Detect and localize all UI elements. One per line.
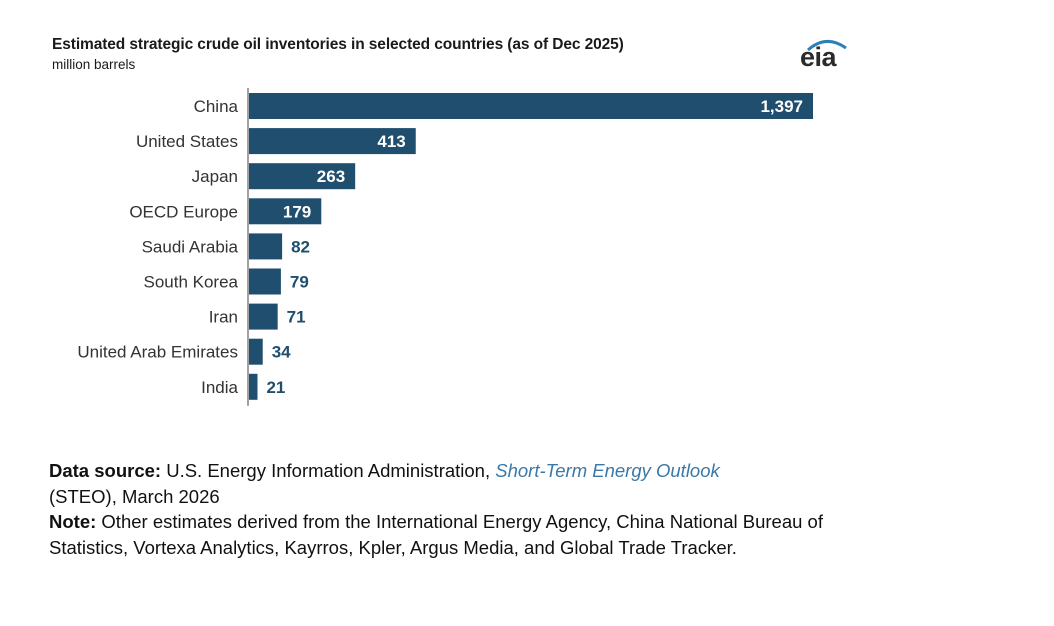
bar	[249, 338, 263, 365]
logo-text: eia	[800, 42, 837, 72]
value-label: 34	[272, 343, 291, 362]
value-label: 21	[266, 378, 285, 397]
value-label: 79	[290, 273, 309, 292]
bar	[249, 163, 356, 190]
value-label: 71	[287, 308, 306, 327]
category-label: China	[194, 97, 239, 116]
bar	[249, 93, 813, 119]
value-label: 263	[317, 167, 345, 186]
category-label: United Arab Emirates	[77, 343, 238, 362]
eia-logo: eia	[800, 36, 852, 76]
logo-arc-icon	[807, 40, 847, 52]
category-label: South Korea	[143, 273, 238, 292]
category-label: Iran	[209, 308, 238, 327]
bar-plot: China 1,397 United States 413 Japan 263 OECD E…	[77, 88, 813, 406]
bar	[249, 303, 278, 330]
data-source-text: U.S. Energy Information Administration,	[166, 460, 491, 481]
value-label: 1,397	[760, 97, 803, 116]
category-label: Saudi Arabia	[142, 237, 239, 256]
bar	[249, 233, 283, 260]
note-label: Note:	[49, 511, 97, 532]
data-source-tail: (STEO), March 2026	[49, 485, 220, 507]
category-label: United States	[136, 132, 238, 151]
value-label: 82	[291, 237, 310, 256]
bar	[249, 198, 322, 225]
chart-subtitle: million barrels	[52, 57, 136, 72]
category-label: Japan	[192, 167, 238, 186]
bar	[249, 128, 416, 155]
note-text: Other estimates derived from the Interna…	[49, 511, 823, 558]
value-label: 413	[377, 132, 405, 151]
data-source-line: Data source: U.S. Energy Information Adm…	[49, 458, 869, 509]
note-line: Note: Other estimates derived from the I…	[49, 509, 869, 560]
footnote: Data source: U.S. Energy Information Adm…	[49, 458, 869, 560]
data-source-label: Data source:	[49, 460, 162, 481]
value-label: 179	[283, 202, 311, 221]
category-label: India	[201, 378, 238, 397]
chart-title: Estimated strategic crude oil inventorie…	[52, 36, 624, 53]
category-label: OECD Europe	[129, 202, 238, 221]
steo-link[interactable]: Short-Term Energy Outlook	[495, 460, 720, 481]
bar	[249, 268, 281, 295]
bar	[249, 373, 258, 400]
